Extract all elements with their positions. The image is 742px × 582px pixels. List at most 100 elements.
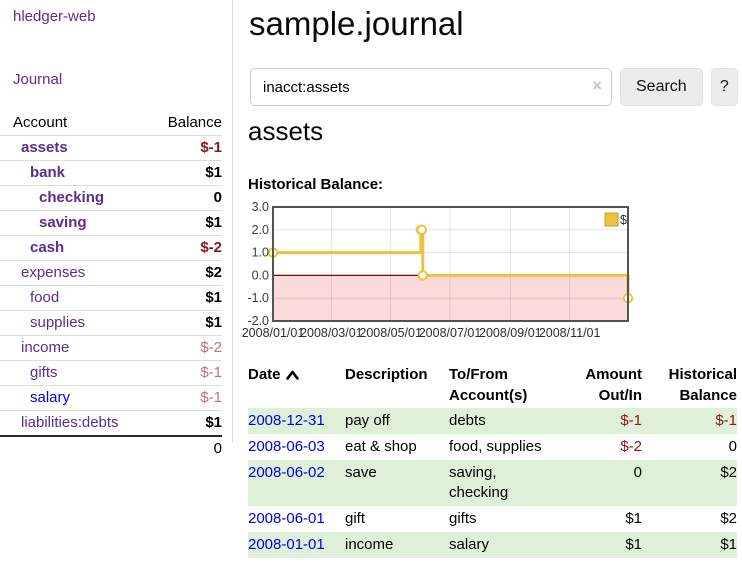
register-balance-cell: $1 [720, 536, 737, 553]
sidebar-account-link[interactable]: salary [30, 389, 71, 406]
register-header-row: Date Description To/From Account(s) Amou… [248, 362, 737, 408]
sidebar-account-row: checking 0 [0, 185, 222, 211]
sidebar-account-link[interactable]: food [30, 289, 60, 306]
accounts-table: Account Balance assets $-1 bank $1 checking 0… [0, 110, 222, 461]
sidebar: hledger-web Journal Account Balance asse… [0, 0, 233, 461]
svg-text:-1.0: -1.0 [247, 291, 269, 305]
svg-text:2008/09/01: 2008/09/01 [479, 326, 542, 340]
accounts-header-balance: Balance [167, 114, 222, 131]
sidebar-account-cell: income [0, 336, 140, 361]
sidebar-account-cell: supplies [0, 311, 140, 336]
sidebar-account-balance: $1 [205, 314, 222, 331]
register-row: 2008-01-01 income salary $1 $1 [248, 532, 737, 558]
register-header-amount: Amount Out/In [585, 366, 642, 404]
transaction-date-link[interactable]: 2008-01-01 [248, 536, 325, 553]
accounts-total-balance: 0 [140, 435, 222, 461]
sidebar-account-link[interactable]: cash [30, 239, 65, 256]
accounts-header-account: Account [13, 114, 68, 131]
sidebar-account-balance: $1 [205, 164, 222, 181]
svg-text:2008/01/01: 2008/01/01 [242, 326, 305, 340]
register-date-cell: 2008-06-02 [248, 460, 345, 506]
sidebar-item-journal[interactable]: Journal [13, 71, 63, 88]
page-title: sample.journal [249, 5, 464, 42]
register-date-cell: 2008-12-31 [248, 408, 345, 434]
sidebar-account-link[interactable]: supplies [30, 314, 86, 331]
sidebar-account-balance: $-2 [200, 239, 222, 256]
clear-search-icon[interactable]: × [592, 76, 602, 95]
svg-text:1.0: 1.0 [252, 246, 269, 260]
sidebar-account-cell: liabilities:debts [0, 411, 140, 437]
sidebar-account-row: saving $1 [0, 210, 222, 236]
sidebar-account-link[interactable]: liabilities:debts [21, 414, 119, 431]
sidebar-account-row: food $1 [0, 285, 222, 311]
sidebar-account-row: expenses $2 [0, 260, 222, 286]
chart-title: Historical Balance: [248, 176, 384, 193]
register-row: 2008-06-02 save saving, checking 0 $2 [248, 460, 737, 506]
sidebar-account-cell: saving [0, 211, 140, 236]
app-title-link[interactable]: hledger-web [13, 8, 96, 25]
svg-text:2008/03/01: 2008/03/01 [300, 326, 363, 340]
register-account-cell: salary [449, 536, 490, 553]
sidebar-account-row: salary $-1 [0, 385, 222, 411]
accounts-total-spacer [0, 435, 140, 461]
register-table: Date Description To/From Account(s) Amou… [248, 362, 737, 558]
register-account-cell: debts [449, 412, 486, 429]
register-amount-cell: 0 [633, 464, 642, 481]
transaction-date-link[interactable]: 2008-06-02 [248, 464, 325, 481]
svg-text:0.0: 0.0 [252, 268, 269, 282]
sidebar-account-cell: bank [0, 161, 140, 186]
register-header-account: To/From Account(s) [449, 366, 528, 404]
sort-ascending-icon [285, 365, 299, 386]
register-amount-cell: $1 [625, 536, 642, 553]
register-description-cell: save [345, 464, 377, 481]
register-account-cell: saving, checking [449, 464, 509, 501]
register-balance-cell: $2 [720, 510, 737, 527]
sidebar-account-link[interactable]: checking [39, 189, 105, 206]
register-row: 2008-06-03 eat & shop food, supplies $-2 0 [248, 434, 737, 460]
sidebar-account-row: supplies $1 [0, 310, 222, 336]
sidebar-account-row: bank $1 [0, 160, 222, 186]
sidebar-account-row: liabilities:debts $1 [0, 410, 222, 437]
register-date-cell: 2008-06-03 [248, 434, 345, 460]
sidebar-account-cell: salary [0, 386, 140, 411]
transaction-date-link[interactable]: 2008-06-03 [248, 438, 325, 455]
sidebar-account-link[interactable]: bank [30, 164, 66, 181]
sidebar-account-link[interactable]: expenses [21, 264, 86, 281]
sidebar-account-cell: assets [0, 136, 140, 161]
sidebar-account-balance: $-1 [200, 364, 222, 381]
historical-balance-chart[interactable]: $3.0 2.0 1.0 0.0 -1.0 -2.0 2008/01/01 2008/03/0… [242, 200, 643, 346]
sidebar-account-balance: $1 [205, 214, 222, 231]
sidebar-account-balance: $-1 [200, 389, 222, 406]
accounts-total-row: 0 [0, 435, 222, 461]
sidebar-account-balance: $1 [205, 414, 222, 431]
sidebar-account-link[interactable]: assets [21, 139, 68, 156]
sidebar-account-link[interactable]: saving [39, 214, 87, 231]
search-bar: × Search ? [250, 68, 738, 106]
register-balance-cell: 0 [728, 438, 737, 455]
sidebar-account-link[interactable]: gifts [30, 364, 58, 381]
register-amount-cell: $-2 [620, 438, 642, 455]
search-input[interactable] [250, 68, 612, 106]
sidebar-account-balance: $-2 [200, 339, 222, 356]
register-header-description: Description [345, 366, 428, 383]
register-balance-cell: $-1 [715, 412, 737, 429]
sidebar-account-row: income $-2 [0, 335, 222, 361]
help-button[interactable]: ? [710, 68, 738, 106]
register-account-cell: food, supplies [449, 438, 542, 455]
register-balance-cell: $2 [720, 464, 737, 481]
search-button[interactable]: Search [620, 68, 703, 106]
svg-text:-2.0: -2.0 [247, 314, 269, 328]
sidebar-account-balance: $1 [205, 289, 222, 306]
sidebar-account-link[interactable]: income [21, 339, 70, 356]
register-row: 2008-12-31 pay off debts $-1 $-1 [248, 408, 737, 434]
sidebar-account-balance: 0 [213, 189, 222, 206]
svg-text:3.0: 3.0 [252, 200, 269, 214]
register-account-cell: gifts [449, 510, 477, 527]
transaction-date-link[interactable]: 2008-06-01 [248, 510, 325, 527]
svg-text:2008/07/01: 2008/07/01 [419, 326, 482, 340]
transaction-date-link[interactable]: 2008-12-31 [248, 412, 325, 429]
register-header-date[interactable]: Date [248, 362, 345, 408]
register-description-cell: eat & shop [345, 438, 417, 455]
sidebar-account-row: cash $-2 [0, 235, 222, 261]
